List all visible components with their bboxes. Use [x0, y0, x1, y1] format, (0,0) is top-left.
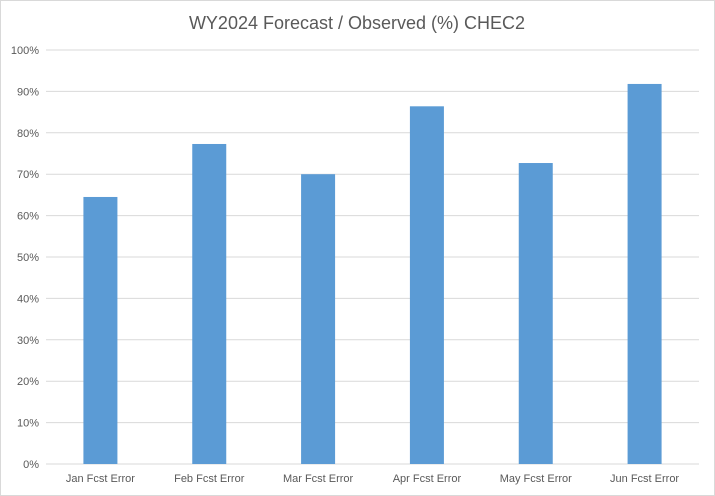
x-tick-label: Jun Fcst Error	[610, 473, 679, 485]
x-tick-label: Jan Fcst Error	[66, 473, 135, 485]
y-tick-label: 50%	[17, 252, 39, 264]
gridlines	[46, 49, 699, 465]
bar-feb-fcst-error	[192, 143, 227, 464]
bar-mar-fcst-error	[301, 174, 336, 464]
x-tick-label: Feb Fcst Error	[174, 473, 245, 485]
y-tick-label: 30%	[17, 335, 39, 347]
y-tick-label: 60%	[17, 211, 39, 223]
x-tick-label: May Fcst Error	[500, 473, 572, 485]
bar-jan-fcst-error	[83, 196, 118, 464]
bar-may-fcst-error	[518, 163, 553, 464]
y-tick-label: 0%	[23, 459, 39, 471]
chart-title: WY2024 Forecast / Observed (%) CHEC2	[189, 13, 525, 33]
x-tick-label: Apr Fcst Error	[393, 473, 462, 485]
x-axis-ticks: Jan Fcst Error Feb Fcst Error Mar Fcst Err…	[66, 473, 680, 485]
bar-jun-fcst-error	[627, 83, 662, 464]
bars	[83, 83, 662, 464]
y-tick-label: 70%	[17, 169, 39, 181]
y-tick-label: 90%	[17, 86, 39, 98]
y-tick-label: 80%	[17, 128, 39, 140]
y-tick-label: 40%	[17, 293, 39, 305]
y-tick-label: 10%	[17, 418, 39, 430]
bar-apr-fcst-error	[409, 106, 444, 464]
y-tick-label: 100%	[11, 45, 39, 57]
y-axis-ticks: 0% 10% 20% 30% 40% 50% 60% 70% 80% 90% 100%	[11, 45, 39, 471]
x-tick-label: Mar Fcst Error	[283, 473, 354, 485]
y-tick-label: 20%	[17, 376, 39, 388]
